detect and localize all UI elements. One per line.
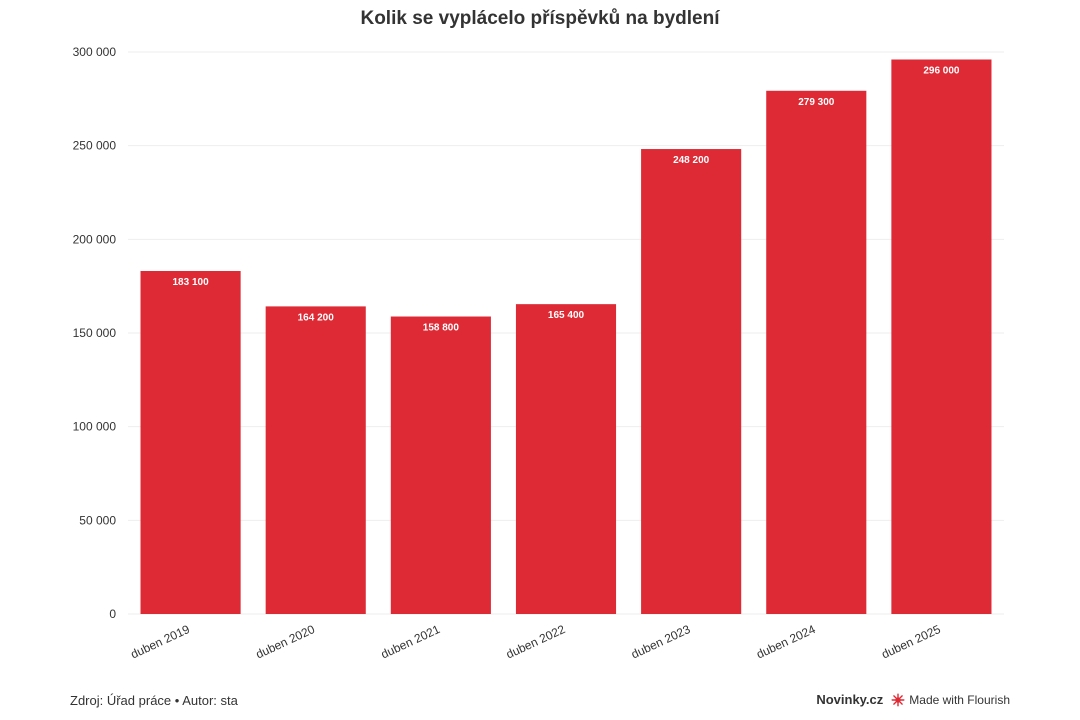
y-tick-label: 200 000 — [73, 232, 117, 246]
y-tick-label: 300 000 — [73, 45, 117, 59]
y-axis-ticks: 0 50 000 100 000 150 000 200 000 250 000 300 0… — [73, 45, 117, 621]
x-tick-label: duben 2025 — [879, 622, 943, 662]
y-tick-label: 250 000 — [73, 139, 117, 153]
y-tick-label: 50 000 — [79, 513, 116, 527]
bar[interactable] — [140, 270, 241, 614]
brand-logo[interactable]: Novinky.cz — [816, 692, 884, 707]
bar-value-label: 248 200 — [673, 155, 710, 166]
bar[interactable] — [766, 90, 867, 614]
made-with-flourish-label: Made with Flourish — [909, 692, 1010, 707]
x-tick-label: duben 2023 — [629, 622, 693, 662]
bar-value-label: 279 300 — [798, 97, 835, 108]
x-tick-label: duben 2024 — [754, 622, 818, 662]
bar-value-label: 296 000 — [923, 65, 960, 76]
bars — [140, 59, 992, 614]
y-tick-label: 100 000 — [73, 420, 117, 434]
bar[interactable] — [265, 306, 366, 614]
y-tick-label: 0 — [109, 607, 116, 621]
made-with-flourish-link[interactable]: Made with Flourish — [891, 693, 1010, 707]
y-tick-label: 150 000 — [73, 326, 117, 340]
x-tick-label: duben 2021 — [379, 622, 443, 662]
data-labels: 183 100 164 200 158 800 165 400 248 200 279 3… — [172, 65, 959, 333]
branding: Novinky.cz Made with Flourish — [816, 692, 1010, 707]
bar-value-label: 158 800 — [423, 323, 460, 334]
x-tick-label: duben 2022 — [504, 622, 568, 662]
bar-chart: 0 50 000 100 000 150 000 200 000 250 000 300 0… — [73, 45, 1004, 662]
bar[interactable] — [641, 149, 742, 614]
chart-title: Kolik se vyplácelo příspěvků na bydlení — [360, 8, 720, 29]
bar-value-label: 183 100 — [172, 277, 209, 288]
x-axis-ticks: duben 2019 duben 2020 duben 2021 duben 2022… — [128, 622, 943, 662]
x-tick-label: duben 2019 — [128, 622, 192, 662]
source-credit: Zdroj: Úřad práce • Autor: sta — [70, 693, 238, 708]
bar[interactable] — [891, 59, 992, 614]
bar-value-label: 165 400 — [548, 310, 585, 321]
x-tick-label: duben 2020 — [254, 622, 318, 662]
bar-value-label: 164 200 — [298, 312, 335, 323]
flourish-logo-icon — [891, 693, 905, 706]
bar[interactable] — [390, 316, 491, 614]
bar[interactable] — [515, 304, 617, 614]
